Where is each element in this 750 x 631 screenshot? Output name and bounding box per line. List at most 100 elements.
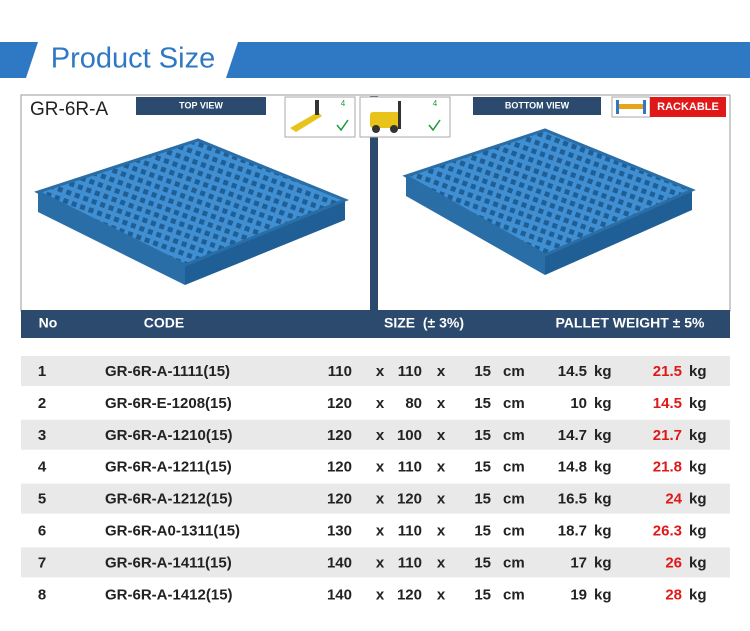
table-cell: kg	[689, 491, 707, 508]
table-cell: 14.5	[653, 395, 682, 412]
table-cell: cm	[503, 395, 525, 412]
top-view-label-box	[136, 97, 266, 115]
table-cell: kg	[689, 554, 707, 571]
table-cell: GR-6R-A-1412(15)	[105, 586, 233, 603]
table-cell: x	[376, 427, 385, 444]
table-cell: kg	[594, 586, 612, 603]
table-cell: x	[376, 491, 385, 508]
table-cell: kg	[594, 363, 612, 380]
table-cell: kg	[594, 395, 612, 412]
table-cell: kg	[689, 522, 707, 539]
table-cell: 15	[474, 554, 491, 571]
table-cell: kg	[594, 459, 612, 476]
table-cell: 100	[397, 427, 422, 444]
table-cell: kg	[689, 427, 707, 444]
column-header: PALLET WEIGHT ± 5%	[556, 315, 706, 331]
table-cell: 120	[327, 395, 352, 412]
table-cell: 110	[398, 554, 422, 571]
bottom-view-label-box	[473, 97, 601, 115]
table-cell: 26.3	[653, 522, 682, 539]
table-cell: x	[376, 586, 385, 603]
table-cell: 21.5	[653, 363, 682, 380]
table-cell: kg	[594, 427, 612, 444]
pallet-top-view	[34, 138, 349, 267]
table-cell: 15	[474, 522, 491, 539]
table-cell: 110	[398, 522, 422, 539]
table-cell: GR-6R-A0-1311(15)	[105, 522, 240, 539]
table-cell: 8	[38, 586, 46, 603]
table-cell: kg	[594, 554, 612, 571]
table-cell: 110	[398, 363, 422, 380]
table-cell: cm	[503, 459, 525, 476]
forklift-wheel	[390, 125, 398, 133]
table-cell: 15	[474, 363, 491, 380]
table-cell: GR-6R-E-1208(15)	[105, 395, 232, 412]
table-cell: 110	[328, 363, 352, 380]
table-cell: GR-6R-A-1211(15)	[105, 459, 232, 476]
row-background	[21, 547, 730, 578]
table-cell: 14.7	[558, 427, 587, 444]
column-header: CODE	[144, 315, 184, 331]
table-cell: kg	[689, 586, 707, 603]
table-cell: 15	[474, 459, 491, 476]
table-cell: cm	[503, 522, 525, 539]
row-background	[21, 483, 730, 514]
panel-divider	[370, 96, 378, 311]
table-cell: kg	[689, 363, 707, 380]
table-cell: 120	[397, 586, 422, 603]
table-cell: cm	[503, 491, 525, 508]
table-cell: 2	[38, 395, 46, 412]
table-cell: 19	[570, 586, 587, 603]
table-cell: 140	[327, 554, 352, 571]
table-cell: cm	[503, 363, 525, 380]
table-cell: kg	[594, 522, 612, 539]
hand-pallet-handle	[315, 100, 319, 115]
table-cell: x	[437, 459, 446, 476]
table-cell: cm	[503, 586, 525, 603]
table-cell: x	[437, 586, 446, 603]
pallet-side	[545, 190, 692, 275]
table-cell: kg	[689, 395, 707, 412]
table-cell: 15	[474, 427, 491, 444]
table-cell: x	[376, 459, 385, 476]
table-cell: 24	[665, 491, 682, 508]
forklift-icon	[370, 112, 400, 128]
table-cell: 26	[665, 554, 682, 571]
table-cell: 18.7	[558, 522, 587, 539]
table-cell: 14.5	[558, 363, 587, 380]
table-cell: 120	[327, 491, 352, 508]
pallet-side	[406, 176, 545, 275]
table-cell: 3	[38, 427, 46, 444]
table-cell: 110	[398, 459, 422, 476]
column-header: SIZE (± 3%)	[384, 315, 464, 331]
rack-icon	[616, 100, 619, 114]
forklift-ways: 4	[433, 99, 438, 108]
table-cell: GR-6R-A-1111(15)	[105, 363, 230, 380]
table-cell: x	[437, 427, 446, 444]
table-cell: x	[376, 522, 385, 539]
table-body: 1 GR-6R-A-1111(15) 110 x 110 x 15 cm 14.5 kg 21.5 k…	[21, 356, 730, 603]
table-cell: 1	[38, 363, 46, 380]
pallet-side	[38, 192, 185, 285]
pallet-side	[185, 200, 345, 285]
table-cell: 15	[474, 395, 491, 412]
row-background	[21, 356, 730, 386]
table-cell: 14.8	[558, 459, 587, 476]
header-title: Product Size	[51, 43, 215, 75]
table-cell: x	[437, 491, 446, 508]
table-cell: 130	[327, 522, 352, 539]
column-header: No	[39, 315, 58, 331]
table-cell: 21.7	[653, 427, 682, 444]
table-cell: GR-6R-A-1212(15)	[105, 491, 233, 508]
forklift-check	[428, 119, 441, 132]
table-cell: x	[437, 522, 446, 539]
table-cell: 6	[38, 522, 46, 539]
table-cell: GR-6R-A-1411(15)	[105, 554, 232, 571]
table-cell: cm	[503, 427, 525, 444]
table-cell: x	[437, 395, 446, 412]
table-cell: x	[437, 554, 446, 571]
hand-pallet-check	[336, 119, 349, 132]
table-cell: 15	[474, 586, 491, 603]
table-cell: 17	[570, 554, 587, 571]
table-cell: kg	[594, 491, 612, 508]
